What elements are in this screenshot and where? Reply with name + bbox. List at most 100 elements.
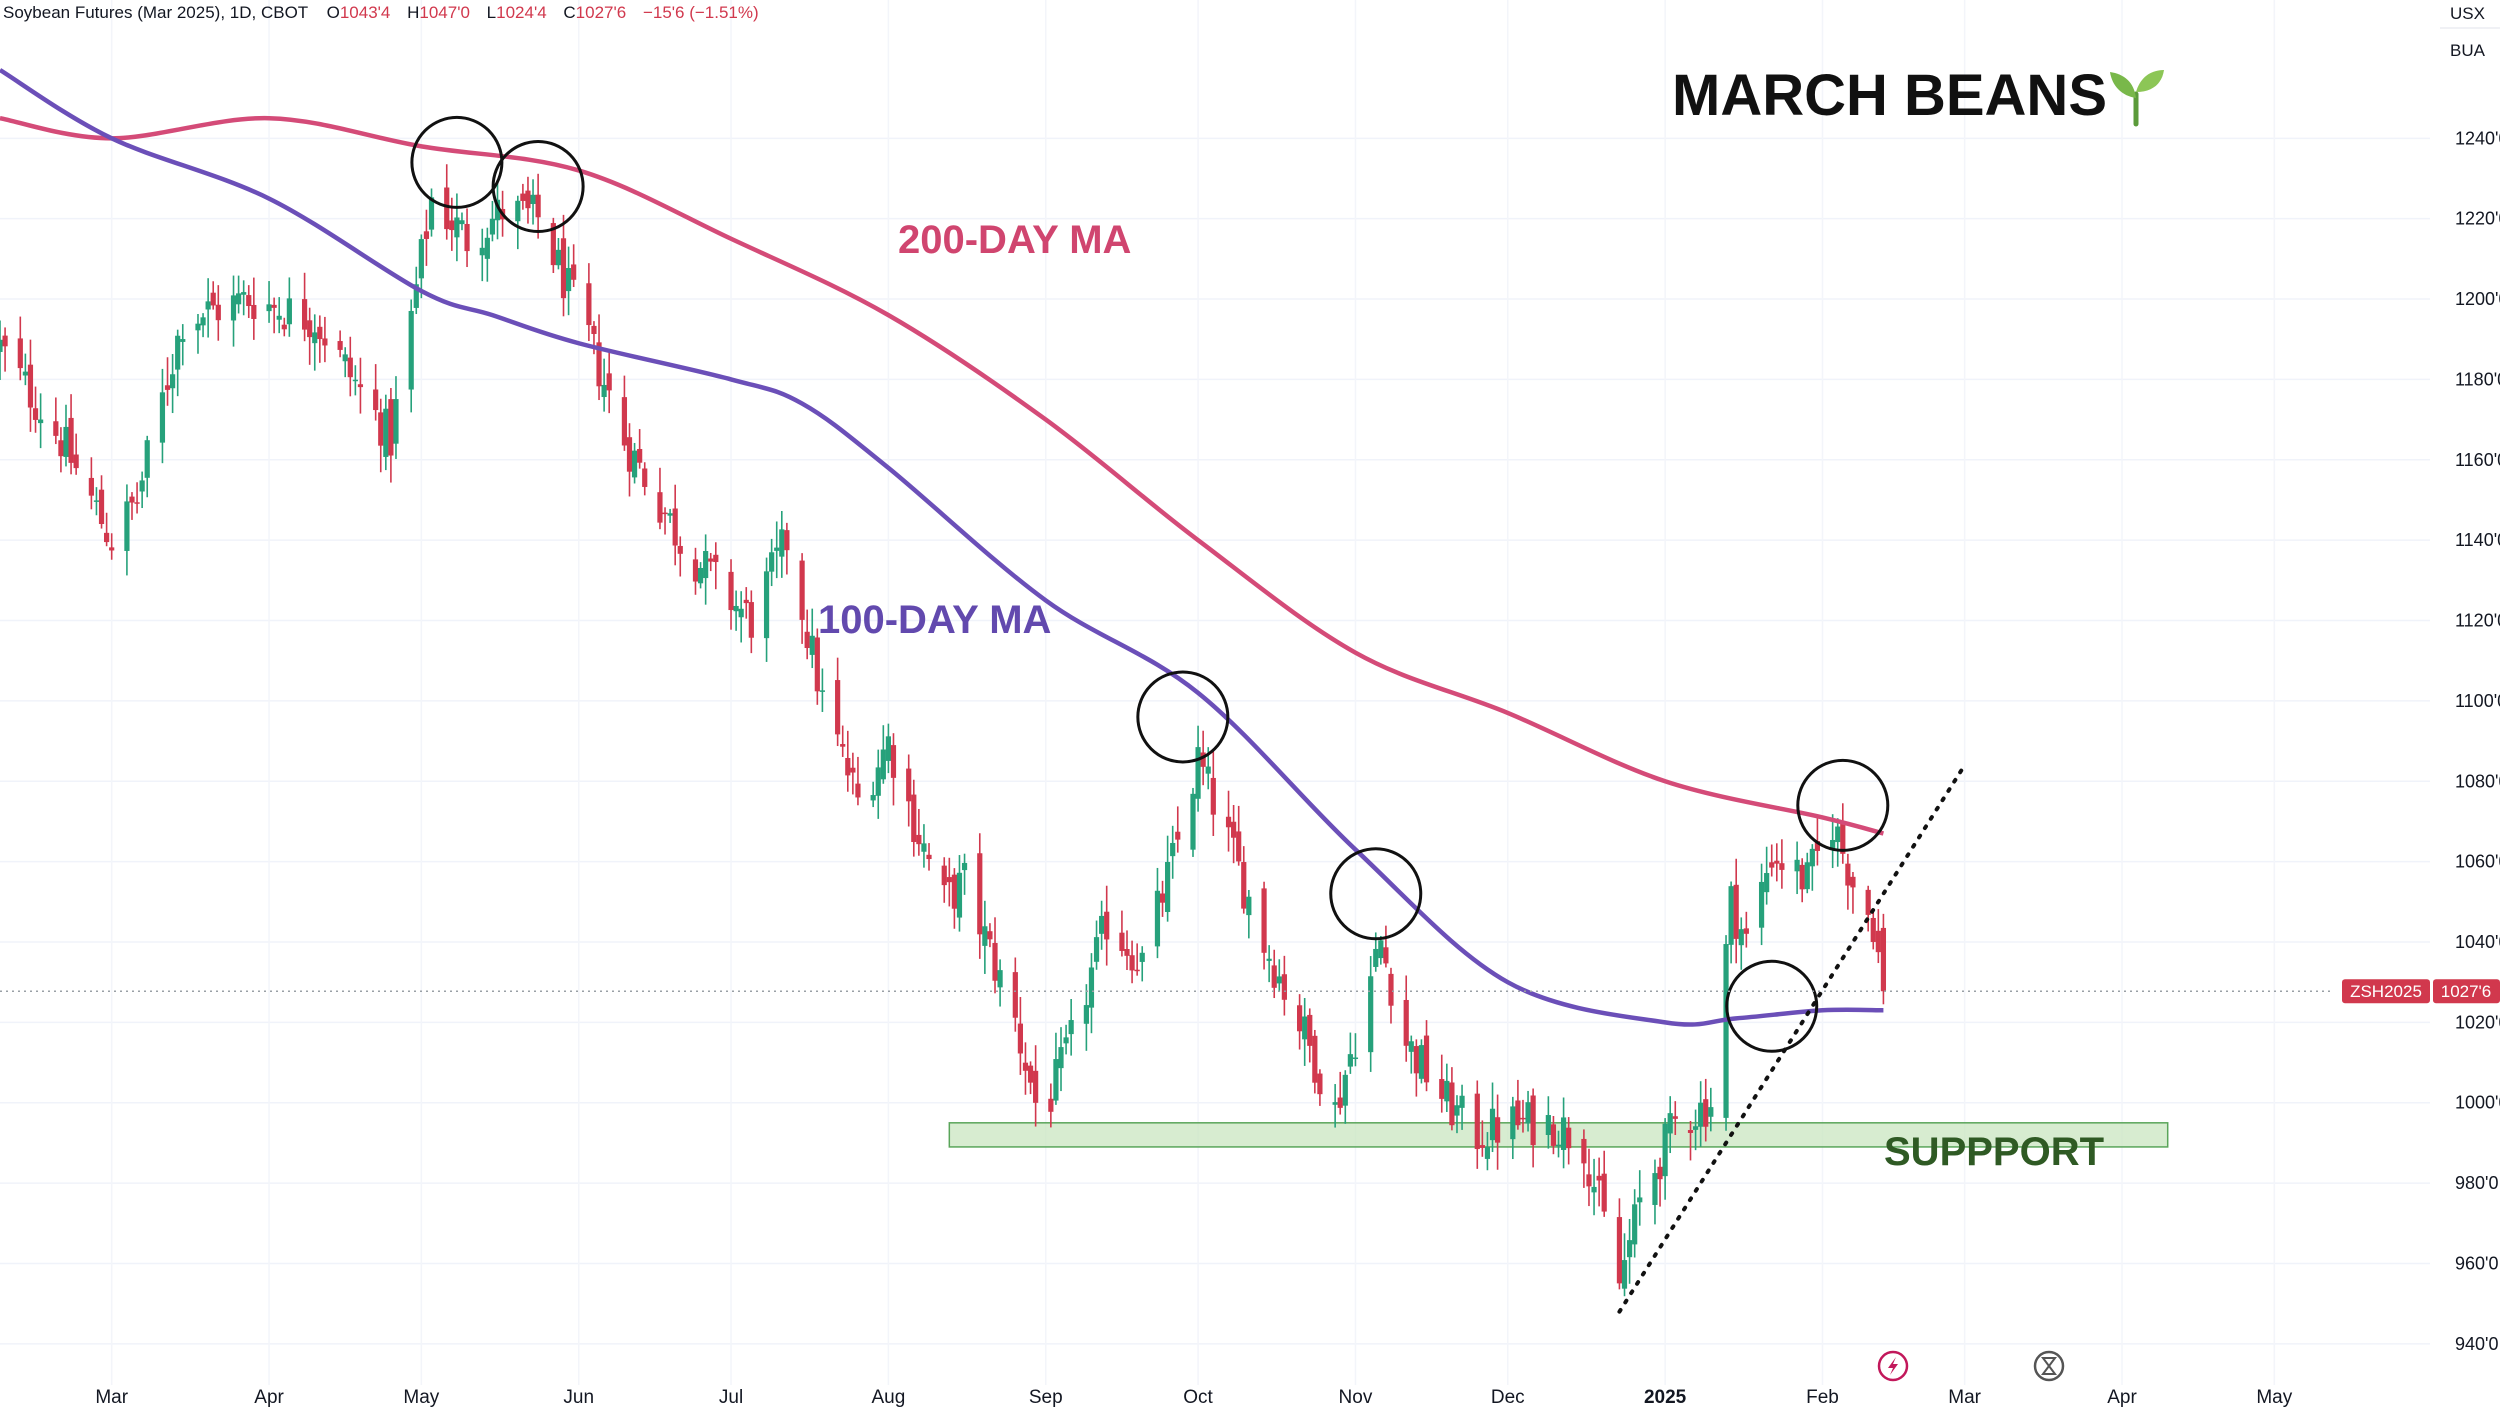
candle-body [713, 554, 719, 563]
candle-body [449, 220, 455, 231]
candle-body [1337, 1097, 1343, 1108]
y-tick-label: 1200'0 [2455, 289, 2500, 309]
x-tick-label: Sep [1029, 1387, 1063, 1408]
candle-body [200, 317, 206, 326]
candle-body [1835, 826, 1841, 843]
candle-body [1489, 1108, 1496, 1141]
x-axis[interactable]: Mar Apr May Jun Jul Aug Sep Oct Nov Dec 2025 Feb Mar… [95, 1387, 2292, 1408]
candle-body [413, 284, 419, 308]
candle-body [286, 298, 292, 325]
candle-body [1520, 1117, 1526, 1120]
candle-body [1236, 831, 1242, 862]
candle-body [1494, 1117, 1501, 1143]
circle-marker [1329, 847, 1423, 941]
candle-body [779, 529, 785, 557]
candle-body [301, 299, 308, 330]
candle-body [571, 264, 577, 280]
candle-body [1774, 860, 1780, 864]
candle-body [134, 502, 140, 504]
candle-body [631, 450, 638, 478]
candle-body [1200, 752, 1206, 767]
candle-body [281, 324, 287, 330]
candle-body [88, 477, 94, 496]
candle-body [1769, 862, 1775, 868]
candle-body [235, 293, 242, 305]
candle-body [799, 560, 805, 620]
ma200-line [0, 115, 1884, 836]
lightning-icon[interactable] [1877, 1350, 1909, 1382]
candle-body [530, 194, 536, 204]
candle-body [1332, 1102, 1338, 1105]
candle-body [1134, 969, 1140, 972]
candle-body [1119, 932, 1125, 951]
candle-body [1743, 928, 1749, 934]
candle-body [1764, 873, 1770, 893]
candle-body [708, 558, 714, 562]
candle-body [1459, 1095, 1465, 1108]
candle-body [337, 341, 343, 350]
candle-body [1672, 1116, 1678, 1119]
candle-body [1545, 1115, 1551, 1135]
candle-body [1022, 1062, 1029, 1071]
candle-body [241, 292, 247, 295]
candle-body [911, 794, 917, 842]
y-tick-label: 1100'0 [2455, 691, 2500, 711]
x-tick-label: Apr [254, 1387, 284, 1408]
hourglass-icon[interactable] [2033, 1350, 2065, 1382]
circle-marker [1136, 670, 1230, 764]
y-tick-label: 1240'0 [2455, 128, 2500, 148]
candle-body [58, 440, 64, 457]
candle-body [921, 843, 927, 852]
candle-body [1484, 1147, 1491, 1159]
candle-body [1814, 841, 1821, 851]
candle-body [1515, 1100, 1521, 1126]
candle-body [733, 605, 739, 612]
x-tick-label: Aug [871, 1387, 905, 1408]
candle-body [1449, 1082, 1455, 1126]
candle-body [941, 865, 947, 886]
candle-body [1312, 1035, 1318, 1083]
candle-body [1093, 937, 1100, 962]
candle-body [1139, 952, 1145, 962]
candle-body [1165, 861, 1171, 912]
candle-body [109, 547, 115, 551]
candle-body [423, 231, 430, 239]
currency-label[interactable]: USX [2450, 4, 2485, 23]
candle-body [388, 399, 394, 456]
candle-body [307, 320, 313, 338]
candle-body [1591, 1186, 1597, 1193]
candle-body [738, 608, 744, 618]
candle-body [743, 599, 749, 604]
candle-body [1601, 1173, 1607, 1212]
low-label: L [487, 3, 496, 22]
candle-body [408, 310, 414, 390]
candle-body [763, 571, 770, 639]
candle-body [17, 338, 23, 369]
candle-body [672, 508, 678, 546]
candle-body [312, 332, 318, 344]
candle-body [1510, 1106, 1516, 1140]
candle-body [22, 371, 28, 376]
support-label: SUPPPORT [1884, 1130, 2104, 1174]
candle-body [1667, 1113, 1673, 1134]
candle-body [104, 532, 110, 543]
candle-body [124, 501, 130, 551]
candle-body [774, 547, 780, 551]
candle-body [870, 795, 876, 801]
x-tick-label: 2025 [1644, 1387, 1687, 1408]
open-label: O [327, 3, 340, 22]
candle-body [1027, 1065, 1034, 1083]
candle-body [393, 399, 399, 444]
low-value: 1024'4 [496, 3, 547, 22]
candle-body [1850, 876, 1856, 888]
candle-body [246, 295, 252, 307]
candle-body [1586, 1174, 1592, 1187]
unit-label[interactable]: BUA [2450, 41, 2486, 60]
candle-body [1403, 999, 1409, 1046]
y-axis[interactable]: 1240'0 1220'0 1200'0 1180'0 1160'0 1140'0 1120… [2455, 128, 2500, 1354]
candle-body [428, 197, 435, 230]
candle-body [195, 323, 201, 331]
circle-marker [491, 140, 585, 234]
